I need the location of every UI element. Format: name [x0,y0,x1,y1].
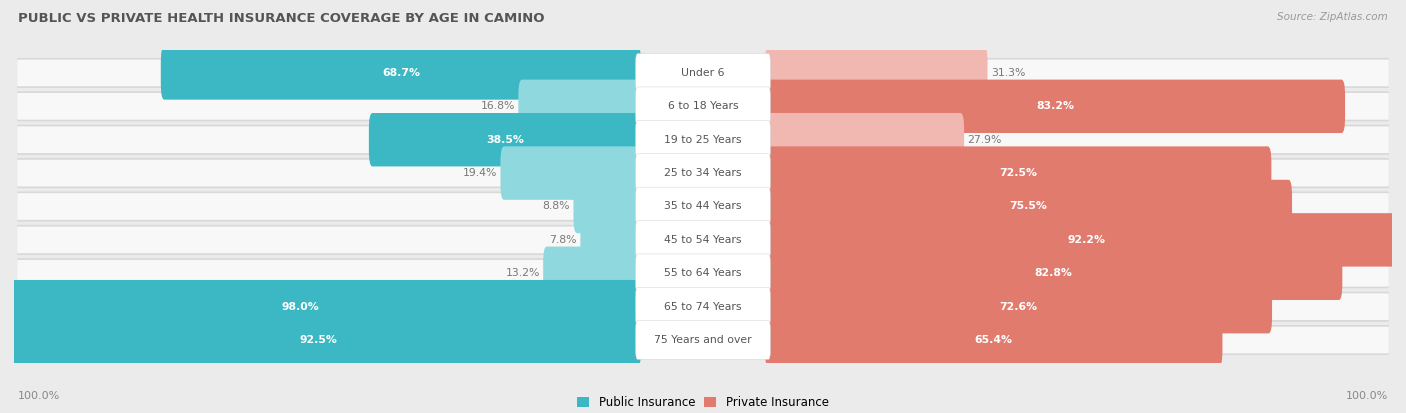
FancyBboxPatch shape [765,247,1343,300]
FancyBboxPatch shape [17,126,1389,153]
FancyBboxPatch shape [636,221,770,259]
Text: 75 Years and over: 75 Years and over [654,335,752,345]
FancyBboxPatch shape [17,293,1389,320]
FancyBboxPatch shape [17,193,1389,220]
FancyBboxPatch shape [636,187,770,226]
FancyBboxPatch shape [765,280,1272,333]
FancyBboxPatch shape [501,146,641,200]
FancyBboxPatch shape [17,91,1389,121]
Text: 100.0%: 100.0% [18,391,60,401]
FancyBboxPatch shape [17,192,1389,221]
Text: 83.2%: 83.2% [1036,101,1074,112]
FancyBboxPatch shape [17,227,1389,253]
Text: 8.8%: 8.8% [543,202,569,211]
FancyBboxPatch shape [765,46,987,100]
FancyBboxPatch shape [636,87,770,126]
FancyBboxPatch shape [636,54,770,92]
FancyBboxPatch shape [636,120,770,159]
FancyBboxPatch shape [17,260,1389,287]
FancyBboxPatch shape [765,146,1271,200]
FancyBboxPatch shape [17,58,1389,88]
FancyBboxPatch shape [17,59,1389,86]
FancyBboxPatch shape [765,213,1406,267]
Text: 13.2%: 13.2% [505,268,540,278]
FancyBboxPatch shape [0,313,641,367]
Text: 27.9%: 27.9% [967,135,1002,145]
Text: Under 6: Under 6 [682,68,724,78]
Text: Source: ZipAtlas.com: Source: ZipAtlas.com [1277,12,1388,22]
Text: 45 to 54 Years: 45 to 54 Years [664,235,742,245]
Text: 35 to 44 Years: 35 to 44 Years [664,202,742,211]
FancyBboxPatch shape [17,160,1389,186]
Text: 98.0%: 98.0% [281,301,319,312]
Text: 38.5%: 38.5% [486,135,524,145]
FancyBboxPatch shape [519,80,641,133]
FancyBboxPatch shape [765,313,1222,367]
Text: 19.4%: 19.4% [463,168,496,178]
Text: 92.5%: 92.5% [299,335,337,345]
FancyBboxPatch shape [17,292,1389,322]
FancyBboxPatch shape [17,327,1389,354]
FancyBboxPatch shape [765,113,965,166]
FancyBboxPatch shape [636,154,770,192]
FancyBboxPatch shape [574,180,641,233]
Text: 16.8%: 16.8% [481,101,515,112]
Text: PUBLIC VS PRIVATE HEALTH INSURANCE COVERAGE BY AGE IN CAMINO: PUBLIC VS PRIVATE HEALTH INSURANCE COVER… [18,12,544,25]
FancyBboxPatch shape [636,254,770,293]
Text: 82.8%: 82.8% [1035,268,1073,278]
FancyBboxPatch shape [17,158,1389,188]
FancyBboxPatch shape [581,213,641,267]
Text: 72.5%: 72.5% [1000,168,1038,178]
FancyBboxPatch shape [368,113,641,166]
FancyBboxPatch shape [543,247,641,300]
FancyBboxPatch shape [636,287,770,326]
FancyBboxPatch shape [636,321,770,359]
Text: 68.7%: 68.7% [382,68,420,78]
Text: 55 to 64 Years: 55 to 64 Years [664,268,742,278]
Text: 92.2%: 92.2% [1067,235,1105,245]
FancyBboxPatch shape [0,280,641,333]
Text: 19 to 25 Years: 19 to 25 Years [664,135,742,145]
Text: 6 to 18 Years: 6 to 18 Years [668,101,738,112]
Text: 7.8%: 7.8% [550,235,576,245]
Text: 65.4%: 65.4% [974,335,1012,345]
FancyBboxPatch shape [17,325,1389,355]
FancyBboxPatch shape [17,225,1389,255]
FancyBboxPatch shape [765,180,1292,233]
Text: 25 to 34 Years: 25 to 34 Years [664,168,742,178]
FancyBboxPatch shape [17,258,1389,288]
FancyBboxPatch shape [160,46,641,100]
Text: 72.6%: 72.6% [1000,301,1038,312]
FancyBboxPatch shape [17,125,1389,155]
Legend: Public Insurance, Private Insurance: Public Insurance, Private Insurance [572,392,834,413]
Text: 100.0%: 100.0% [1346,391,1388,401]
FancyBboxPatch shape [17,93,1389,120]
FancyBboxPatch shape [765,80,1346,133]
Text: 31.3%: 31.3% [991,68,1025,78]
Text: 65 to 74 Years: 65 to 74 Years [664,301,742,312]
Text: 75.5%: 75.5% [1010,202,1047,211]
